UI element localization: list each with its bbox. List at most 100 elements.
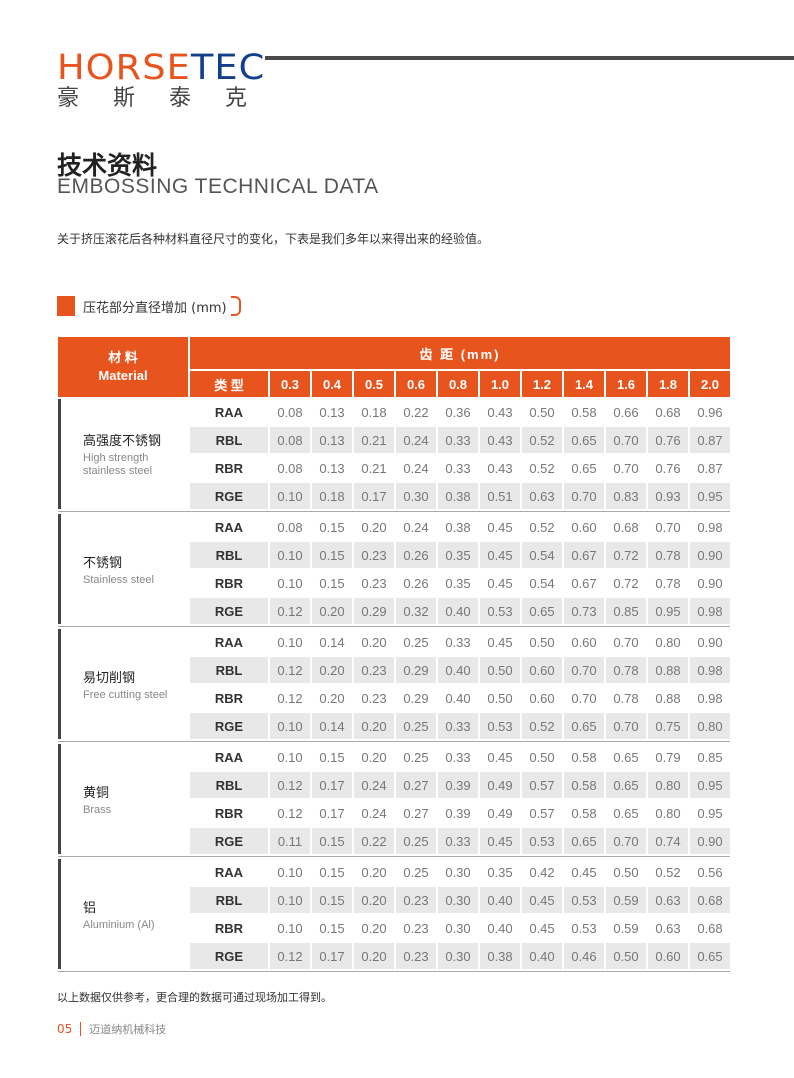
value-cell: 0.40 (487, 920, 513, 936)
value-cell: 0.22 (354, 828, 394, 854)
type-cell: RAA (214, 749, 244, 765)
value-cell: 0.40 (438, 598, 478, 624)
value-cell: 0.76 (655, 460, 681, 476)
value-cell: 0.33 (445, 460, 471, 476)
value-cell: 0.90 (690, 542, 730, 568)
value-cell: 0.27 (396, 772, 436, 798)
value-cell: 0.98 (697, 519, 723, 535)
value-cell: 0.50 (606, 943, 646, 969)
value-cell: 0.56 (697, 864, 723, 880)
value-cell: 0.65 (522, 598, 562, 624)
material-name-en: High strength stainless steel (83, 452, 153, 477)
value-cell: 0.52 (529, 460, 555, 476)
type-cell: RBL (190, 542, 268, 568)
material-name-en: Brass (83, 803, 112, 816)
value-cell: 0.46 (564, 943, 604, 969)
value-cell: 0.76 (648, 427, 688, 453)
value-cell: 0.45 (522, 887, 562, 913)
value-cell: 0.25 (396, 828, 436, 854)
value-cell: 0.53 (564, 887, 604, 913)
value-cell: 0.20 (312, 657, 352, 683)
table-row: RBL 0.12 0.20 0.23 0.29 0.40 0.50 0.60 0.70 0.78 0… (58, 657, 730, 683)
value-cell: 0.35 (445, 575, 471, 591)
value-cell: 0.32 (396, 598, 436, 624)
value-cell: 0.35 (487, 864, 513, 880)
value-cell: 0.38 (438, 483, 478, 509)
value-cell: 0.20 (354, 713, 394, 739)
type-cell: RBR (214, 690, 244, 706)
value-cell: 0.10 (270, 887, 310, 913)
pitch-col-header: 1.2 (522, 371, 562, 397)
value-cell: 0.54 (522, 542, 562, 568)
value-cell: 0.24 (396, 427, 436, 453)
type-cell: RBR (214, 920, 244, 936)
value-cell: 0.12 (277, 805, 303, 821)
value-cell: 0.70 (613, 460, 639, 476)
value-cell: 0.25 (396, 713, 436, 739)
value-cell: 0.65 (613, 805, 639, 821)
value-cell: 0.08 (277, 404, 303, 420)
value-cell: 0.30 (438, 887, 478, 913)
value-cell: 0.25 (403, 634, 429, 650)
value-cell: 0.40 (438, 657, 478, 683)
pitch-col-header: 0.4 (312, 371, 352, 397)
value-cell: 0.80 (690, 713, 730, 739)
value-cell: 0.15 (319, 749, 345, 765)
value-cell: 0.70 (613, 634, 639, 650)
table-row: RBL 0.10 0.15 0.23 0.26 0.35 0.45 0.54 0.67 0.72 0… (58, 542, 730, 568)
value-cell: 0.10 (270, 483, 310, 509)
type-cell: RGE (190, 828, 268, 854)
table-row: 高强度不锈钢 High strength stainless steel RAA 0.… (58, 399, 730, 509)
value-cell: 0.40 (445, 690, 471, 706)
value-cell: 0.10 (277, 864, 303, 880)
material-name-en: Free cutting steel (83, 688, 168, 701)
table-row: RBR 0.10 0.15 0.23 0.26 0.35 0.45 0.54 0.67 0.72 0… (58, 570, 730, 596)
table-row: 易切削钢 Free cutting steel RAA 0.10 0.14 0.20 0.2… (58, 629, 730, 739)
table-row: RGE 0.10 0.14 0.20 0.25 0.33 0.53 0.52 0.65 0.70 0… (58, 713, 730, 739)
table-row: RBR 0.10 0.15 0.20 0.23 0.30 0.40 0.45 0.53 0.59 0… (58, 915, 730, 941)
group-separator (58, 971, 730, 972)
value-cell: 0.10 (270, 713, 310, 739)
type-cell: RBR (214, 460, 244, 476)
value-cell: 0.73 (564, 598, 604, 624)
value-cell: 0.38 (480, 943, 520, 969)
value-cell: 0.11 (270, 828, 310, 854)
value-cell: 0.72 (613, 575, 639, 591)
type-cell: RAA (214, 864, 244, 880)
value-cell: 0.65 (564, 828, 604, 854)
value-cell: 0.42 (529, 864, 555, 880)
value-cell: 0.23 (361, 575, 387, 591)
type-cell: RGE (190, 943, 268, 969)
value-cell: 0.65 (571, 460, 597, 476)
value-cell: 0.17 (312, 772, 352, 798)
value-cell: 0.68 (690, 887, 730, 913)
value-cell: 0.96 (697, 404, 723, 420)
type-cell: RGE (190, 598, 268, 624)
table-row: RBL 0.08 0.13 0.21 0.24 0.33 0.43 0.52 0.65 0.70 0… (58, 427, 730, 453)
value-cell: 0.58 (564, 772, 604, 798)
value-cell: 0.51 (480, 483, 520, 509)
table-row: 不锈钢 Stainless steel RAA 0.08 0.15 0.20 0.24 0.3… (58, 514, 730, 624)
logo-text: HORSETEC (57, 48, 266, 88)
value-cell: 0.20 (361, 920, 387, 936)
value-cell: 0.23 (396, 887, 436, 913)
value-cell: 0.50 (480, 657, 520, 683)
value-cell: 0.95 (690, 483, 730, 509)
table-row: RBL 0.10 0.15 0.20 0.23 0.30 0.40 0.45 0.53 0.59 0… (58, 887, 730, 913)
value-cell: 0.23 (361, 690, 387, 706)
bracket-decoration (230, 296, 241, 316)
value-cell: 0.33 (445, 749, 471, 765)
value-cell: 0.26 (403, 575, 429, 591)
separator-line (58, 971, 730, 972)
pitch-col-header: 0.5 (354, 371, 394, 397)
value-cell: 0.29 (403, 690, 429, 706)
material-cell: 不锈钢 Stainless steel (58, 514, 188, 624)
material-cell: 铝 Aluminium (Al) (58, 859, 188, 969)
value-cell: 0.20 (361, 634, 387, 650)
value-cell: 0.58 (571, 805, 597, 821)
company-name: 迈道纳机械科技 (89, 1023, 167, 1036)
value-cell: 0.43 (480, 427, 520, 453)
value-cell: 0.53 (480, 713, 520, 739)
value-cell: 0.50 (529, 749, 555, 765)
separator-line (58, 856, 730, 857)
